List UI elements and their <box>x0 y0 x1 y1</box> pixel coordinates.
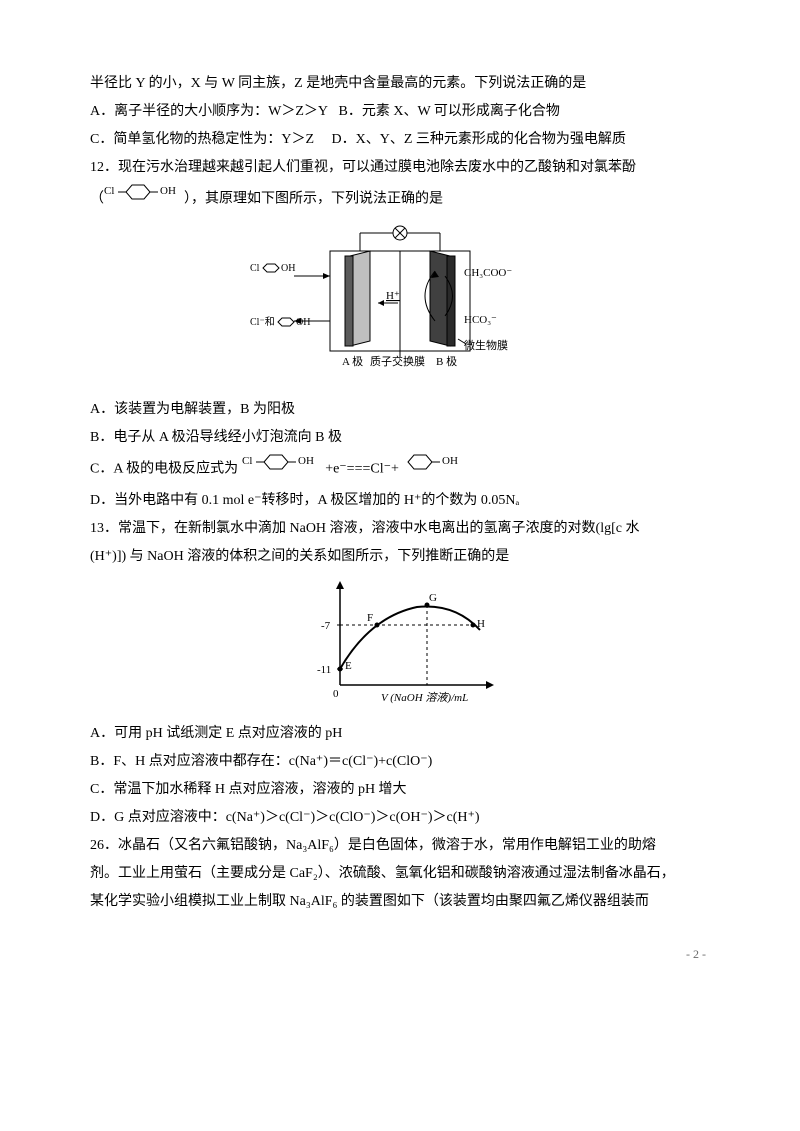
q13-stem-1: 13．常温下，在新制氯水中滴加 NaOH 溶液，溶液中水电离出的氢离子浓度的对数… <box>90 515 710 543</box>
svg-text:Cl: Cl <box>250 263 260 274</box>
q11-opt-a: A．离子半径的大小顺序为：W＞Z＞Y <box>90 104 328 119</box>
svg-text:G: G <box>429 592 437 604</box>
svg-text:OH: OH <box>298 455 314 467</box>
q13-graph: lg[C水(H⁺)] -7 -11 0 E F G H V (NaOH 溶液)/… <box>90 575 710 716</box>
svg-text:微生物膜: 微生物膜 <box>464 338 508 352</box>
q12-optc-prefix: C．A 极的电极反应式为 <box>90 462 238 477</box>
q11-opt-d: D．X、Y、Z 三种元素形成的化合物为强电解质 <box>332 132 626 147</box>
q11-opt-b: B．元素 X、W 可以形成离子化合物 <box>339 104 560 119</box>
q11-stem-tail: 半径比 Y 的小，X 与 W 同主族，Z 是地壳中含量最高的元素。下列说法正确的… <box>90 70 710 98</box>
q12-optc-mid: +e⁻===Cl⁻+ <box>325 462 399 477</box>
q12-diagram: Cl OH Cl⁻和 OH H⁺ CH₃COO⁻ HCO₃⁻ A 极 质子交换膜… <box>90 221 710 392</box>
q12-opt-c: C．A 极的电极反应式为 Cl OH +e⁻===Cl⁻+ OH <box>90 452 710 487</box>
q13-opt-b: B．F、H 点对应溶液中都存在：c(Na⁺)＝c(Cl⁻)+c(ClO⁻) <box>90 748 710 776</box>
q12-opt-a: A．该装置为电解装置，B 为阳极 <box>90 396 710 424</box>
q26-line-1: 26．冰晶石（又名六氟铝酸钠，Na₃AlF₆）是白色固体，微溶于水，常用作电解铝… <box>90 832 710 860</box>
svg-text:H⁺: H⁺ <box>386 290 400 302</box>
q11-opt-c: C．简单氢化物的热稳定性为：Y＞Z <box>90 132 314 147</box>
svg-text:B 极: B 极 <box>436 354 457 368</box>
svg-text:Cl: Cl <box>242 455 252 467</box>
svg-text:0: 0 <box>333 688 339 700</box>
q26-line-3: 某化学实验小组模拟工业上制取 Na₃AlF₆ 的装置图如下（该装置均由聚四氟乙烯… <box>90 888 710 916</box>
q13-opt-a: A．可用 pH 试纸测定 E 点对应溶液的 pH <box>90 720 710 748</box>
svg-text:Cl⁻和: Cl⁻和 <box>250 316 275 328</box>
svg-text:E: E <box>345 660 352 672</box>
page-number: - 2 - <box>90 942 710 966</box>
svg-text:OH: OH <box>281 263 295 274</box>
q13-stem-2: (H⁺)]) 与 NaOH 溶液的体积之间的关系如图所示，下列推断正确的是 <box>90 543 710 571</box>
q12-stem-1: 12．现在污水治理越来越引起人们重视，可以通过膜电池除去废水中的乙酸钠和对氯苯酚 <box>90 154 710 182</box>
q12-stem-2: （Cl OH ），其原理如下图所示，下列说法正确的是 <box>90 182 710 217</box>
q12-stem2-suffix: ），其原理如下图所示，下列说法正确的是 <box>184 192 443 207</box>
q12-opt-b: B．电子从 A 极沿导线经小灯泡流向 B 极 <box>90 424 710 452</box>
q12-stem2-prefix: （ <box>90 192 104 207</box>
svg-text:OH: OH <box>160 185 176 197</box>
q13-opt-c: C．常温下加水稀释 H 点对应溶液，溶液的 pH 增大 <box>90 776 710 804</box>
svg-text:OH: OH <box>296 317 310 328</box>
q13-opt-d: D．G 点对应溶液中：c(Na⁺)＞c(Cl⁻)＞c(ClO⁻)＞c(OH⁻)＞… <box>90 804 710 832</box>
svg-text:HCO₃⁻: HCO₃⁻ <box>464 314 497 326</box>
cl-phenol-icon: Cl OH <box>242 452 322 487</box>
chlorophenol-icon: Cl OH <box>104 182 184 217</box>
svg-text:CH₃COO⁻: CH₃COO⁻ <box>464 267 512 279</box>
q26-line-2: 剂。工业上用萤石（主要成分是 CaF₂）、浓硫酸、氢氧化铝和碳酸钠溶液通过湿法制… <box>90 860 710 888</box>
phenol-icon: OH <box>402 452 468 487</box>
svg-text:-11: -11 <box>317 664 331 676</box>
svg-text:V (NaOH 溶液)/mL: V (NaOH 溶液)/mL <box>381 691 468 704</box>
q11-line-ab: A．离子半径的大小顺序为：W＞Z＞Y B．元素 X、W 可以形成离子化合物 <box>90 98 710 126</box>
q11-line-cd: C．简单氢化物的热稳定性为：Y＞Z D．X、Y、Z 三种元素形成的化合物为强电解… <box>90 126 710 154</box>
svg-text:H: H <box>477 618 485 630</box>
q12-opt-d: D．当外电路中有 0.1 mol e⁻转移时，A 极区增加的 H⁺的个数为 0.… <box>90 487 710 515</box>
svg-text:OH: OH <box>442 455 458 467</box>
svg-text:A 极: A 极 <box>342 354 363 368</box>
svg-text:质子交换膜: 质子交换膜 <box>370 354 425 368</box>
svg-text:Cl: Cl <box>104 185 114 197</box>
svg-text:-7: -7 <box>321 620 331 632</box>
svg-text:F: F <box>367 612 373 624</box>
